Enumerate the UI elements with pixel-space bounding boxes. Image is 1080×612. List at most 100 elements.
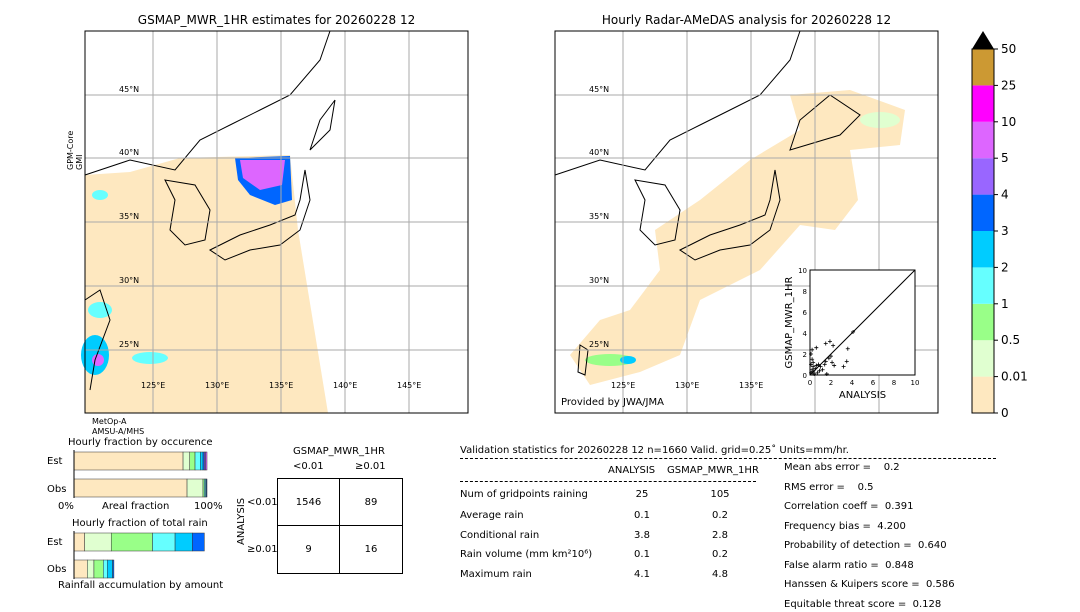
scatter-point: [831, 343, 836, 348]
right-lat-label: 30°N: [589, 276, 610, 285]
rain-obs-segment: [112, 559, 115, 579]
x-tick-label: 8: [892, 379, 896, 387]
scatter-point: [827, 339, 832, 344]
score-item: Hanssen & Kuipers score = 0.586: [784, 579, 955, 590]
colorbar-segment: [972, 85, 994, 122]
colorbar-tick-label: 4: [1001, 188, 1009, 202]
right-lat-label: 40°N: [589, 148, 610, 157]
stats-row-analysis: 3.8: [634, 530, 650, 541]
stats-row-label: Rain volume (mm km²10⁶): [460, 549, 593, 560]
colorbar-tick-label: 0.5: [1001, 333, 1020, 347]
colorbar-segment: [972, 267, 994, 304]
occurrence-est-segment: [73, 451, 184, 471]
scatter-point: [813, 366, 818, 371]
scatter-point: [809, 370, 814, 375]
right-map-title: Hourly Radar-AMeDAS analysis for 2026022…: [601, 13, 892, 27]
stats-row-analysis: 0.1: [634, 549, 650, 560]
scatter-point: [818, 364, 823, 369]
scatter-point: [814, 363, 819, 368]
stats-col-gsmap: GSMAP_MWR_1HR: [667, 465, 759, 476]
score-item: Frequency bias = 4.200: [784, 520, 906, 532]
cell-false-alarm: 89: [340, 479, 402, 526]
stats-row-gsmap: 0.2: [712, 510, 728, 521]
scatter-point: [810, 367, 815, 372]
occ-x0: 0%: [58, 501, 74, 512]
contingency-row2: ≥0.01: [247, 544, 278, 555]
y-tick-label: 10: [798, 267, 807, 275]
stats-row-label: Num of gridpoints raining: [460, 489, 588, 500]
bottom-sensor-2: AMSU-A/MHS: [92, 427, 145, 436]
left-lon-label: 140°E: [333, 381, 358, 390]
colorbar-tick-label: 0: [1001, 406, 1009, 420]
colorbar-tick-label: 50: [1001, 42, 1016, 56]
fraction-bars: [73, 450, 208, 579]
occurrence-est-segment: [189, 451, 196, 471]
stats-col-analysis: ANALYSIS: [608, 465, 656, 476]
y-axis-label: GSMAP_MWR_1HR: [784, 277, 795, 369]
rain-est-label: Est: [47, 537, 63, 548]
scatter-point: [820, 367, 825, 372]
stats-row-analysis: 0.1: [634, 510, 650, 521]
scatter-point: [817, 368, 822, 373]
left-lon-label: 145°E: [397, 381, 422, 390]
scatter-point: [844, 359, 849, 364]
colorbar-tick-label: 10: [1001, 115, 1016, 129]
left-lon-label: 135°E: [269, 381, 294, 390]
scatter-point: [824, 371, 829, 376]
x-tick-label: 4: [850, 379, 855, 387]
y-tick-label: 0: [803, 372, 807, 380]
y-tick-label: 4: [803, 330, 808, 338]
colorbar-segment: [972, 231, 994, 268]
occurrence-obs-segment: [73, 478, 188, 498]
score-item: RMS error = 0.5: [784, 481, 874, 493]
left-map: [81, 30, 469, 414]
left-lat-label: 30°N: [119, 276, 140, 285]
colorbar-tick-label: 1: [1001, 297, 1009, 311]
bottom-sensor-1: MetOp-A: [92, 417, 127, 426]
scatter-point: [823, 359, 828, 364]
credit-label: Provided by JWA/JMA: [561, 397, 664, 408]
right-lat-label: 25°N: [589, 340, 610, 349]
left-lat-label: 45°N: [119, 85, 140, 94]
colorbar-tick-label: 5: [1001, 151, 1009, 165]
occurrence-est-segment: [205, 451, 208, 471]
stats-row-analysis: 4.1: [634, 569, 650, 580]
occurrence-est-segment: [200, 451, 204, 471]
rain-est-segment: [192, 532, 205, 552]
left-swath-coverage: [85, 155, 328, 413]
rain-est-segment: [152, 532, 176, 552]
occurrence-est-segment: [194, 451, 201, 471]
scatter-point: [810, 357, 815, 362]
right-lat-label: 35°N: [589, 212, 610, 221]
scatter-point: [851, 329, 856, 334]
rain-est-segment: [110, 532, 153, 552]
colorbar-segment: [972, 121, 994, 159]
stats-row-gsmap: 0.2: [712, 549, 728, 560]
occurrence-est-segment: [182, 451, 190, 471]
diagonal-line: [809, 269, 916, 376]
colorbar-segment: [972, 49, 994, 86]
rain-est-segment: [174, 532, 193, 552]
scatter-point: [810, 347, 815, 352]
y-tick-label: 6: [803, 309, 808, 317]
rain-obs-segment: [73, 559, 88, 579]
stats-row-gsmap: 4.8: [712, 569, 728, 580]
rain-obs-segment: [103, 559, 108, 579]
rain-est-segment: [73, 532, 85, 552]
occ-est-label: Est: [47, 456, 63, 467]
scatter-point: [809, 362, 814, 367]
occ-xlabel: Areal fraction: [102, 501, 170, 512]
scatter-point: [841, 364, 846, 369]
left-lon-label: 125°E: [141, 381, 166, 390]
scatter-point: [830, 360, 835, 365]
colorbar-segment: [972, 158, 994, 195]
occurrence-obs-segment: [206, 478, 208, 498]
occurrence-title: Hourly fraction by occurence: [68, 437, 213, 448]
scatter-point: [816, 362, 821, 367]
scatter-point: [826, 356, 831, 361]
colorbar-segment: [972, 376, 994, 413]
stats-row-label: Conditional rain: [460, 530, 540, 541]
scatter-point: [832, 363, 837, 368]
scatter-point: [812, 371, 817, 376]
